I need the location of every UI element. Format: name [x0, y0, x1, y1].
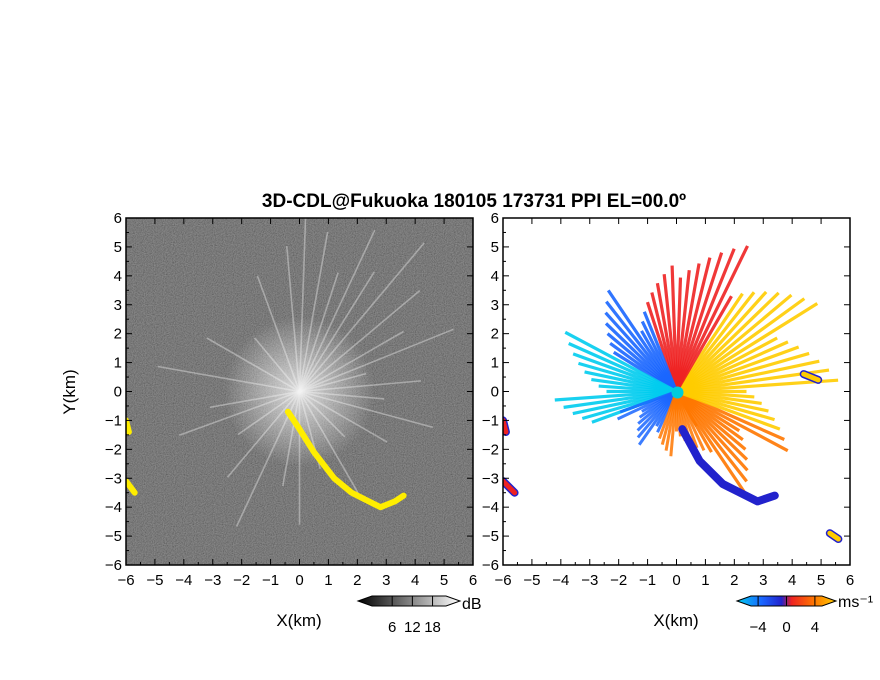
reflectivity-axes: −6 −5 −4 −3 −2 −1 0 1 2 3 4 5 6 −6 −5 −4 −3 −2 −1 0 1 2 3 4 5 6: [105, 210, 477, 589]
x-tick-label: −1: [639, 572, 656, 589]
x-tick-label: 1: [701, 572, 709, 589]
y-tick-label: −3: [105, 470, 122, 487]
x-tick-label: 3: [382, 572, 390, 589]
x-tick-label: 4: [788, 572, 796, 589]
y-tick-label: 0: [491, 384, 499, 401]
y-tick-label: −4: [482, 499, 499, 516]
x-tick-label: 1: [324, 572, 332, 589]
x-tick-label: −4: [552, 572, 569, 589]
x-tick-label: −3: [581, 572, 598, 589]
velocity-ray: [675, 302, 819, 393]
y-tick-label: −4: [105, 499, 122, 516]
colorbar-tick-label: 12: [404, 619, 421, 636]
reflectivity-panel: −6 −5 −4 −3 −2 −1 0 1 2 3 4 5 6 −6 −5 −4 −3 −2 −1 0 1 2 3 4 5 6 X…: [60, 210, 477, 630]
velocity-echo-southeast-band: [679, 426, 778, 504]
x-tick-label: −4: [175, 572, 192, 589]
y-tick-label: 6: [114, 210, 122, 227]
y-tick-label: 4: [114, 268, 122, 285]
x-tick-label: −5: [146, 572, 163, 589]
y-tick-label: 5: [491, 239, 499, 256]
y-tick-label: −6: [482, 557, 499, 574]
x-tick-label: 6: [469, 572, 477, 589]
x-tick-label: −6: [117, 572, 134, 589]
velocity-ray: [674, 252, 724, 392]
reflectivity-ylabel: Y(km): [60, 369, 79, 414]
velocity-ray: [676, 378, 839, 394]
y-tick-label: −5: [482, 528, 499, 545]
y-tick-label: 6: [491, 210, 499, 227]
y-tick-label: −1: [105, 412, 122, 429]
reflectivity-colorbar-unit: dB: [462, 596, 482, 613]
velocity-ray: [675, 297, 806, 393]
colorbar-tick-label: 18: [424, 619, 441, 636]
x-tick-label: −1: [262, 572, 279, 589]
radar-site-marker: [671, 386, 684, 399]
velocity-echoes: [503, 370, 843, 543]
velocity-ray: [674, 257, 712, 392]
y-tick-label: −5: [105, 528, 122, 545]
colorbar-tick-label: −4: [750, 619, 767, 636]
y-tick-label: −2: [482, 441, 499, 458]
velocity-ray: [676, 351, 810, 394]
x-tick-label: 5: [817, 572, 825, 589]
y-tick-label: −3: [482, 470, 499, 487]
x-tick-label: 0: [295, 572, 303, 589]
colorbar-tick-label: 4: [811, 619, 819, 636]
x-tick-label: 0: [672, 572, 680, 589]
y-tick-label: 3: [491, 297, 499, 314]
reflectivity-colorbar: 6 12 18 dB: [356, 595, 482, 636]
velocity-ray: [676, 359, 820, 394]
x-tick-label: 2: [353, 572, 361, 589]
x-tick-label: 3: [759, 572, 767, 589]
x-tick-label: −3: [204, 572, 221, 589]
x-tick-label: −2: [233, 572, 250, 589]
y-tick-label: 2: [491, 326, 499, 343]
reflectivity-xlabel: X(km): [276, 611, 321, 630]
x-tick-label: 5: [440, 572, 448, 589]
y-tick-label: 0: [114, 384, 122, 401]
velocity-echo-southwest-edge: [503, 478, 518, 496]
velocity-ray: [675, 248, 736, 393]
velocity-echo-east-patch: [801, 371, 821, 383]
velocity-colorbar-ticks: −4 0 4: [750, 596, 819, 636]
reflectivity-colorbar-bar: [356, 595, 462, 607]
velocity-ray: [675, 293, 793, 393]
velocity-echo-southeast-corner: [827, 530, 841, 542]
velocity-panel: −6 −5 −4 −3 −2 −1 0 1 2 3 4 5 6 −6 −5 −4 −3 −2 −1 0 1 2 3 4 5 6 X…: [482, 210, 854, 630]
y-tick-label: 2: [114, 326, 122, 343]
x-tick-label: −6: [494, 572, 511, 589]
y-tick-label: 4: [491, 268, 499, 285]
y-tick-label: 3: [114, 297, 122, 314]
velocity-colorbar: −4 0 4 ms⁻¹: [735, 594, 873, 636]
colorbar-tick-label: 6: [388, 619, 396, 636]
y-tick-label: 5: [114, 239, 122, 256]
velocity-xlabel: X(km): [653, 611, 698, 630]
velocity-ray: [675, 291, 780, 393]
x-tick-label: 6: [846, 572, 854, 589]
y-tick-label: −2: [105, 441, 122, 458]
figure-title: 3D-CDL@Fukuoka 180105 173731 PPI EL=00.0…: [262, 191, 686, 212]
x-tick-label: 2: [730, 572, 738, 589]
velocity-fan: [554, 245, 839, 494]
velocity-ray: [675, 245, 749, 393]
reflectivity-center-glow: [224, 316, 375, 467]
y-tick-label: −6: [105, 557, 122, 574]
y-tick-label: −1: [482, 412, 499, 429]
colorbar-tick-label: 0: [782, 619, 790, 636]
velocity-colorbar-unit: ms⁻¹: [838, 594, 873, 611]
y-tick-label: 1: [114, 355, 122, 372]
reflectivity-colorbar-ticks: 6 12 18: [388, 596, 441, 636]
echo-west-edge-lower: [126, 478, 138, 496]
x-tick-label: 4: [411, 572, 419, 589]
x-tick-label: −5: [523, 572, 540, 589]
velocity-axes: −6 −5 −4 −3 −2 −1 0 1 2 3 4 5 6 −6 −5 −4 −3 −2 −1 0 1 2 3 4 5 6: [482, 210, 854, 589]
echo-southeast-band: [284, 408, 407, 511]
x-tick-label: −2: [610, 572, 627, 589]
y-tick-label: 1: [491, 355, 499, 372]
